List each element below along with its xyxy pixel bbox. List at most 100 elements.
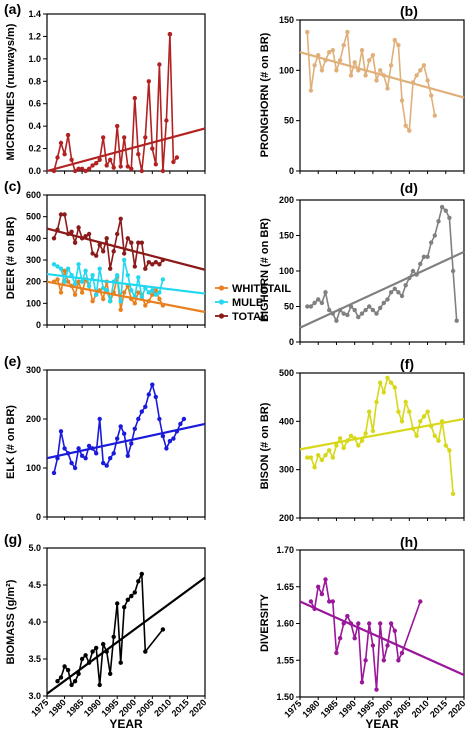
series-point bbox=[370, 643, 376, 648]
y-tick-label: 100 bbox=[26, 463, 41, 473]
x-tick-label: 1995 bbox=[99, 697, 120, 718]
series-point bbox=[374, 78, 379, 83]
series-point bbox=[399, 98, 405, 103]
series-point bbox=[312, 300, 317, 306]
y-tick-label: 50 bbox=[284, 302, 294, 312]
y-tick-label: 4.5 bbox=[28, 580, 41, 590]
series-point bbox=[429, 93, 434, 98]
whitetail-point bbox=[150, 292, 155, 297]
series-point bbox=[62, 152, 67, 157]
series-point bbox=[447, 215, 452, 220]
y-axis-label: PRONGHORN (# on BR) bbox=[259, 32, 271, 157]
series-point bbox=[337, 636, 343, 641]
series-point bbox=[55, 679, 60, 684]
series-point bbox=[403, 123, 408, 128]
whitetail-point bbox=[132, 301, 137, 306]
series-point bbox=[432, 433, 437, 438]
series-line bbox=[307, 375, 454, 494]
series-point bbox=[146, 392, 151, 397]
mule-point bbox=[83, 268, 88, 273]
series-point bbox=[136, 579, 141, 584]
panel-label: (c) bbox=[4, 178, 21, 194]
whitetail-point bbox=[65, 279, 71, 284]
mule-point bbox=[104, 288, 109, 293]
series-point bbox=[86, 443, 92, 449]
series-point bbox=[167, 32, 173, 37]
series-point bbox=[305, 304, 310, 309]
y-tick-label: 3.0 bbox=[28, 691, 41, 701]
y-tick-label: 1.60 bbox=[276, 619, 294, 629]
series-point bbox=[378, 68, 383, 73]
total-point bbox=[90, 251, 95, 256]
legend-swatch-marker bbox=[218, 313, 225, 319]
trend-line bbox=[299, 417, 465, 451]
series-point bbox=[125, 453, 130, 458]
trend-line bbox=[299, 51, 465, 99]
mule-point bbox=[146, 290, 151, 295]
y-tick-label: 0 bbox=[36, 512, 41, 522]
series-point bbox=[319, 457, 325, 463]
series-point bbox=[359, 438, 365, 443]
series-point bbox=[330, 599, 335, 604]
y-tick-label: 0 bbox=[36, 320, 41, 330]
y-tick-label: 0.8 bbox=[28, 76, 41, 86]
y-tick-label: 400 bbox=[279, 416, 294, 426]
total-point bbox=[136, 240, 141, 245]
series-point bbox=[104, 163, 109, 168]
y-tick-label: 300 bbox=[26, 365, 41, 375]
series-point bbox=[122, 605, 127, 610]
series-point bbox=[122, 431, 127, 436]
total-point bbox=[111, 249, 116, 254]
mule-point bbox=[76, 262, 81, 267]
series-point bbox=[352, 636, 357, 641]
whitetail-point bbox=[153, 288, 158, 293]
legend-entry-label: WHITETAIL bbox=[232, 283, 291, 295]
series-point bbox=[341, 445, 346, 451]
series-point bbox=[385, 297, 390, 302]
series-point bbox=[388, 63, 394, 68]
mule-point bbox=[51, 262, 57, 267]
series-point bbox=[181, 416, 187, 422]
series-point bbox=[348, 73, 354, 78]
series-point bbox=[367, 58, 372, 63]
series-point bbox=[139, 168, 144, 174]
series-point bbox=[388, 621, 394, 626]
series-point bbox=[51, 470, 57, 476]
whitetail-point bbox=[72, 292, 78, 297]
series-line bbox=[306, 31, 436, 133]
whitetail-point bbox=[90, 299, 95, 304]
series-point bbox=[418, 419, 423, 424]
y-tick-label: 500 bbox=[26, 212, 41, 222]
x-tick-label: 1985 bbox=[319, 698, 340, 719]
series-point bbox=[160, 627, 166, 632]
series-point bbox=[136, 416, 141, 422]
legend-swatch-marker bbox=[218, 285, 225, 291]
trend-line bbox=[46, 227, 206, 271]
panel-label: (b) bbox=[400, 3, 418, 19]
series-point bbox=[348, 433, 354, 438]
series-point bbox=[312, 465, 317, 470]
series-line bbox=[310, 579, 422, 690]
series-line bbox=[169, 34, 178, 165]
mule-point bbox=[65, 266, 71, 271]
series-point bbox=[334, 443, 339, 448]
series-line bbox=[53, 34, 171, 173]
y-tick-label: 200 bbox=[279, 513, 294, 523]
mule-point bbox=[58, 266, 64, 271]
series-point bbox=[65, 667, 71, 673]
mule-point bbox=[79, 279, 85, 284]
mule-point bbox=[108, 299, 113, 304]
y-tick-label: 200 bbox=[26, 414, 41, 424]
series-point bbox=[86, 166, 92, 171]
mule-point bbox=[157, 290, 162, 295]
series-point bbox=[319, 68, 325, 73]
series-point bbox=[97, 682, 102, 688]
series-point bbox=[136, 152, 141, 157]
series-point bbox=[392, 385, 397, 390]
total-point bbox=[129, 240, 134, 245]
legend-entry-label: MULE bbox=[232, 297, 263, 309]
series-point bbox=[363, 307, 368, 313]
series-point bbox=[403, 283, 408, 288]
series-point bbox=[345, 613, 350, 619]
